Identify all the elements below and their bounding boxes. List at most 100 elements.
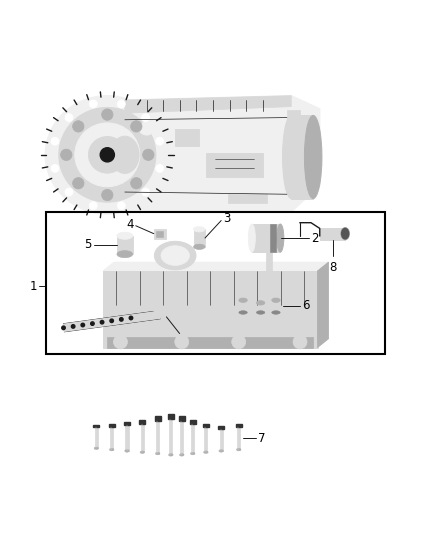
Circle shape <box>73 120 84 132</box>
Bar <box>228 194 267 203</box>
Ellipse shape <box>100 148 114 162</box>
Circle shape <box>100 320 104 324</box>
Text: 3: 3 <box>223 212 231 225</box>
Bar <box>287 110 300 126</box>
Ellipse shape <box>45 96 170 214</box>
Bar <box>156 231 163 237</box>
Circle shape <box>71 325 75 328</box>
Ellipse shape <box>239 298 247 302</box>
Bar <box>270 224 276 252</box>
Ellipse shape <box>180 454 184 456</box>
Bar <box>110 427 113 449</box>
Bar <box>180 421 183 455</box>
Bar <box>179 416 185 421</box>
Bar <box>320 228 345 240</box>
Ellipse shape <box>256 301 265 305</box>
Circle shape <box>89 100 97 108</box>
Circle shape <box>81 323 85 327</box>
Bar <box>95 427 98 448</box>
Bar <box>125 425 129 451</box>
Text: 4: 4 <box>126 217 134 230</box>
Bar <box>107 336 313 348</box>
Circle shape <box>51 137 59 145</box>
Polygon shape <box>318 262 328 348</box>
Circle shape <box>117 100 125 108</box>
Ellipse shape <box>194 244 205 249</box>
Ellipse shape <box>237 448 241 451</box>
Ellipse shape <box>266 238 272 243</box>
Ellipse shape <box>117 232 133 239</box>
Ellipse shape <box>191 452 195 455</box>
Circle shape <box>65 188 73 196</box>
Ellipse shape <box>277 224 284 252</box>
Ellipse shape <box>161 246 190 265</box>
Bar <box>191 424 194 454</box>
Circle shape <box>110 319 113 322</box>
Circle shape <box>293 335 307 349</box>
Bar <box>93 424 99 427</box>
FancyBboxPatch shape <box>206 152 263 177</box>
Circle shape <box>62 326 65 329</box>
Ellipse shape <box>125 449 129 452</box>
Circle shape <box>129 316 133 320</box>
Ellipse shape <box>272 298 280 302</box>
Ellipse shape <box>283 115 300 199</box>
Polygon shape <box>125 96 320 212</box>
Ellipse shape <box>154 305 170 318</box>
Ellipse shape <box>169 454 173 456</box>
Bar <box>103 271 318 348</box>
Circle shape <box>65 114 73 122</box>
Circle shape <box>89 201 97 209</box>
Ellipse shape <box>304 115 322 199</box>
Circle shape <box>131 177 142 189</box>
Text: 1: 1 <box>30 280 37 293</box>
Circle shape <box>142 114 150 122</box>
Ellipse shape <box>194 227 205 232</box>
Ellipse shape <box>256 311 265 314</box>
Bar <box>139 420 145 424</box>
Ellipse shape <box>75 123 140 187</box>
Bar <box>190 420 196 424</box>
Bar <box>155 416 161 421</box>
Bar <box>204 427 208 452</box>
Polygon shape <box>103 262 328 271</box>
Bar <box>168 414 174 419</box>
Ellipse shape <box>59 108 156 202</box>
Ellipse shape <box>139 122 154 135</box>
Bar <box>220 429 223 451</box>
Text: 9: 9 <box>176 336 184 350</box>
Text: 2: 2 <box>311 231 318 245</box>
Ellipse shape <box>155 452 160 455</box>
Circle shape <box>156 165 164 172</box>
Bar <box>252 224 280 252</box>
Circle shape <box>51 165 59 172</box>
Circle shape <box>175 335 189 349</box>
Text: 8: 8 <box>329 261 336 274</box>
Text: 7: 7 <box>258 432 266 445</box>
Ellipse shape <box>94 447 99 449</box>
Circle shape <box>102 189 113 201</box>
Ellipse shape <box>140 451 145 454</box>
Bar <box>287 179 300 192</box>
Circle shape <box>91 322 94 325</box>
Bar <box>154 229 166 239</box>
Bar <box>124 422 130 425</box>
Bar <box>236 424 242 427</box>
Bar <box>46 212 385 354</box>
Ellipse shape <box>342 229 349 239</box>
Ellipse shape <box>239 311 247 314</box>
Ellipse shape <box>248 224 255 252</box>
Bar <box>240 300 247 312</box>
Bar <box>109 424 115 427</box>
Bar <box>291 115 313 199</box>
Circle shape <box>131 120 142 132</box>
Bar <box>156 421 159 454</box>
Bar <box>169 419 173 455</box>
FancyBboxPatch shape <box>175 128 199 146</box>
Circle shape <box>142 188 150 196</box>
Bar <box>237 427 240 449</box>
Ellipse shape <box>341 228 350 240</box>
Ellipse shape <box>272 311 280 314</box>
Circle shape <box>120 318 123 321</box>
Bar <box>203 424 209 427</box>
